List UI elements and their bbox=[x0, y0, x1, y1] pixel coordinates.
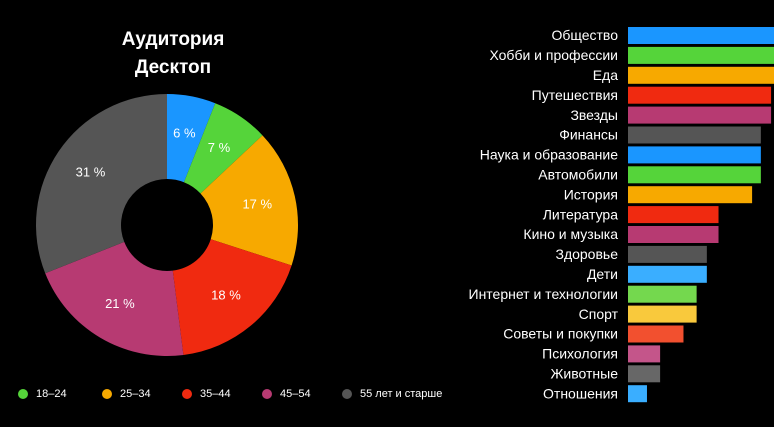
legend-swatch bbox=[342, 389, 352, 399]
donut-slice-5 bbox=[35, 94, 168, 274]
donut-slice-label-0: 6 % bbox=[173, 126, 196, 141]
bar-15 bbox=[628, 325, 684, 343]
bar-label-9: Литература bbox=[543, 206, 619, 222]
bar-5 bbox=[628, 126, 761, 144]
bar-label-14: Спорт bbox=[579, 306, 619, 322]
bar-label-3: Путешествия bbox=[532, 87, 618, 103]
chart-title: Аудитория bbox=[121, 29, 225, 50]
legend-label: 45–54 bbox=[280, 388, 311, 400]
legend-swatch bbox=[18, 389, 28, 399]
bar-7 bbox=[628, 166, 761, 184]
bar-label-1: Хобби и профессии bbox=[489, 47, 618, 63]
legend-item-25-34: 25–34 bbox=[102, 386, 151, 402]
donut-slice-label-3: 18 % bbox=[211, 288, 241, 303]
bar-label-5: Финансы bbox=[559, 127, 618, 143]
legend-swatch bbox=[182, 389, 192, 399]
legend-label: 55 лет и старше bbox=[360, 388, 443, 400]
bar-9 bbox=[628, 206, 719, 224]
bar-3 bbox=[628, 86, 772, 104]
legend-item-45-54: 45–54 bbox=[262, 386, 311, 402]
donut-slice-1 bbox=[183, 103, 263, 194]
bar-label-18: Отношения bbox=[543, 385, 618, 401]
donut-slice-label-2: 17 % bbox=[242, 196, 272, 211]
donut-slice-4 bbox=[45, 241, 184, 356]
bar-label-0: Общество bbox=[551, 27, 618, 43]
bar-label-11: Здоровье bbox=[555, 246, 618, 262]
donut-slice-3 bbox=[172, 239, 292, 355]
bar-label-6: Наука и образование bbox=[480, 147, 618, 163]
bar-13 bbox=[628, 285, 697, 303]
bar-2 bbox=[628, 66, 774, 84]
donut-slice-0 bbox=[167, 94, 216, 183]
bar-12 bbox=[628, 265, 707, 283]
bar-label-13: Интернет и технологии bbox=[469, 286, 619, 302]
donut-slice-2 bbox=[200, 135, 298, 266]
bar-label-7: Автомобили bbox=[538, 167, 618, 183]
bar-6 bbox=[628, 146, 761, 164]
bar-8 bbox=[628, 186, 753, 204]
bar-4 bbox=[628, 106, 772, 124]
bar-label-10: Кино и музыка bbox=[523, 226, 618, 242]
bar-18 bbox=[628, 385, 647, 403]
bar-17 bbox=[628, 365, 661, 383]
chart-subtitle: Десктоп bbox=[134, 57, 212, 78]
legend-item-18-24: 18–24 bbox=[18, 386, 67, 402]
bar-label-17: Животные bbox=[551, 366, 619, 382]
bar-label-4: Звезды bbox=[570, 107, 618, 123]
bar-0 bbox=[628, 27, 774, 44]
bar-label-2: Еда bbox=[593, 67, 619, 83]
donut-chart: 6 % 7 % 17 % 18 % 21 % 31 % bbox=[35, 94, 298, 356]
bar-label-16: Психология bbox=[542, 346, 618, 362]
bar-16 bbox=[628, 345, 661, 363]
bar-1 bbox=[628, 46, 774, 64]
bar-label-8: История bbox=[564, 186, 618, 202]
pie-legend: 18–24 25–34 35–44 45–54 55 лет и старше bbox=[18, 386, 478, 402]
bar-11 bbox=[628, 245, 707, 263]
donut-slice-label-4: 21 % bbox=[105, 296, 135, 311]
legend-swatch bbox=[262, 389, 272, 399]
legend-item-35-44: 35–44 bbox=[182, 386, 231, 402]
bar-label-15: Советы и покупки bbox=[503, 326, 618, 342]
legend-label: 25–34 bbox=[120, 388, 151, 400]
donut-slice-label-5: 31 % bbox=[76, 164, 106, 179]
legend-label: 18–24 bbox=[36, 388, 67, 400]
legend-item-55-plus: 55 лет и старше bbox=[342, 386, 442, 402]
bar-label-12: Дети bbox=[587, 266, 618, 282]
bar-14 bbox=[628, 305, 697, 323]
bar-10 bbox=[628, 226, 719, 243]
legend-swatch bbox=[102, 389, 112, 399]
legend-label: 35–44 bbox=[200, 388, 231, 400]
donut-slice-label-1: 7 % bbox=[208, 140, 231, 155]
